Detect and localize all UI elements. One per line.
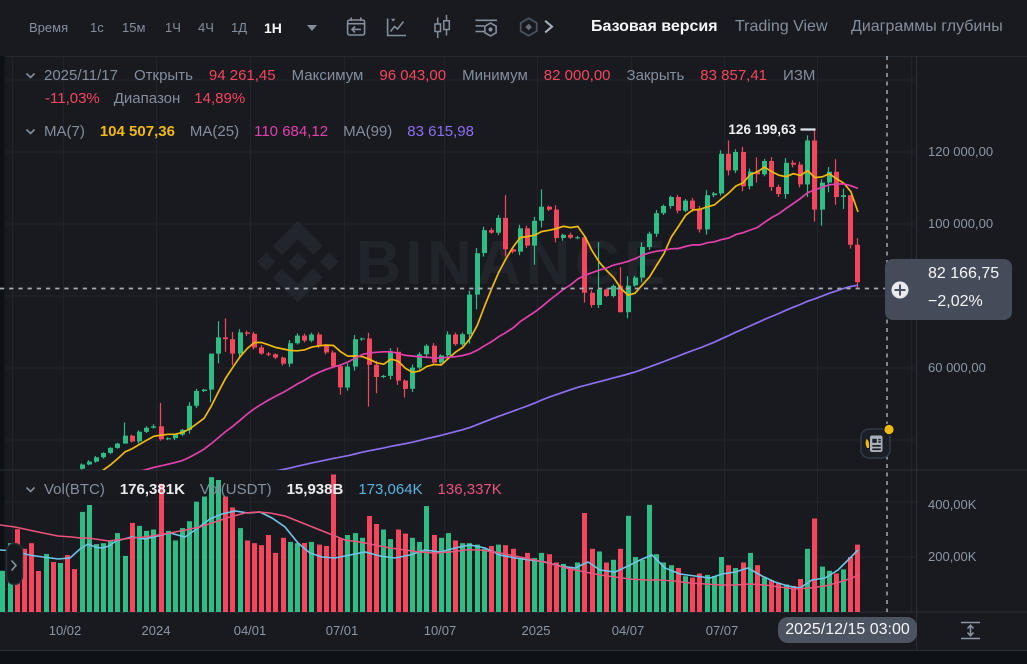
svg-text:126 199,63: 126 199,63 bbox=[728, 122, 796, 137]
